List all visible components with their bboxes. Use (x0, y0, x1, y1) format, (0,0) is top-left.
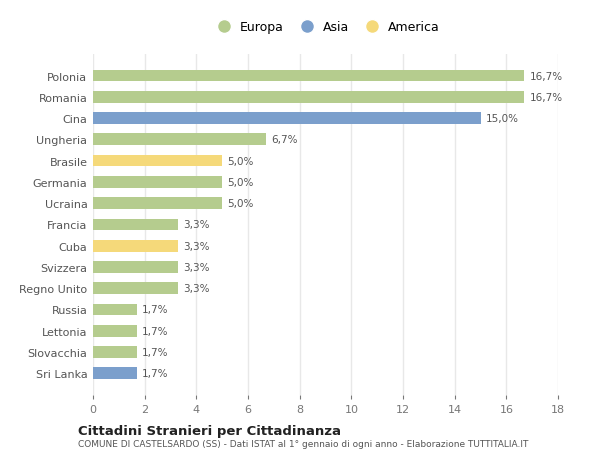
Bar (93, 241, 178, 252)
Text: 5,0%: 5,0% (227, 178, 254, 187)
Text: Cittadini Stranieri per Cittadinanza: Cittadini Stranieri per Cittadinanza (78, 424, 341, 437)
Text: 15,0%: 15,0% (485, 114, 518, 124)
Text: 5,0%: 5,0% (227, 199, 254, 209)
Bar (93, 156, 222, 167)
Text: 3,3%: 3,3% (184, 284, 210, 294)
Bar (93, 368, 137, 379)
Text: 16,7%: 16,7% (530, 93, 563, 102)
Text: 5,0%: 5,0% (227, 156, 254, 166)
Bar (93, 325, 137, 337)
Bar (93, 134, 266, 146)
Bar (93, 198, 222, 209)
Text: 1,7%: 1,7% (142, 305, 169, 315)
Text: 1,7%: 1,7% (142, 326, 169, 336)
Text: COMUNE DI CASTELSARDO (SS) - Dati ISTAT al 1° gennaio di ogni anno - Elaborazion: COMUNE DI CASTELSARDO (SS) - Dati ISTAT … (78, 439, 529, 448)
Text: 1,7%: 1,7% (142, 347, 169, 357)
Text: 3,3%: 3,3% (184, 241, 210, 251)
Legend: Europa, Asia, America: Europa, Asia, America (208, 17, 443, 38)
Bar (93, 347, 137, 358)
Text: 3,3%: 3,3% (184, 220, 210, 230)
Text: 16,7%: 16,7% (530, 71, 563, 81)
Text: 6,7%: 6,7% (271, 135, 298, 145)
Bar (93, 113, 481, 125)
Bar (93, 304, 137, 316)
Bar (93, 71, 524, 82)
Bar (93, 283, 178, 294)
Text: 3,3%: 3,3% (184, 263, 210, 272)
Text: 1,7%: 1,7% (142, 369, 169, 379)
Bar (93, 219, 178, 231)
Bar (93, 177, 222, 188)
Bar (93, 92, 524, 103)
Bar (93, 262, 178, 273)
